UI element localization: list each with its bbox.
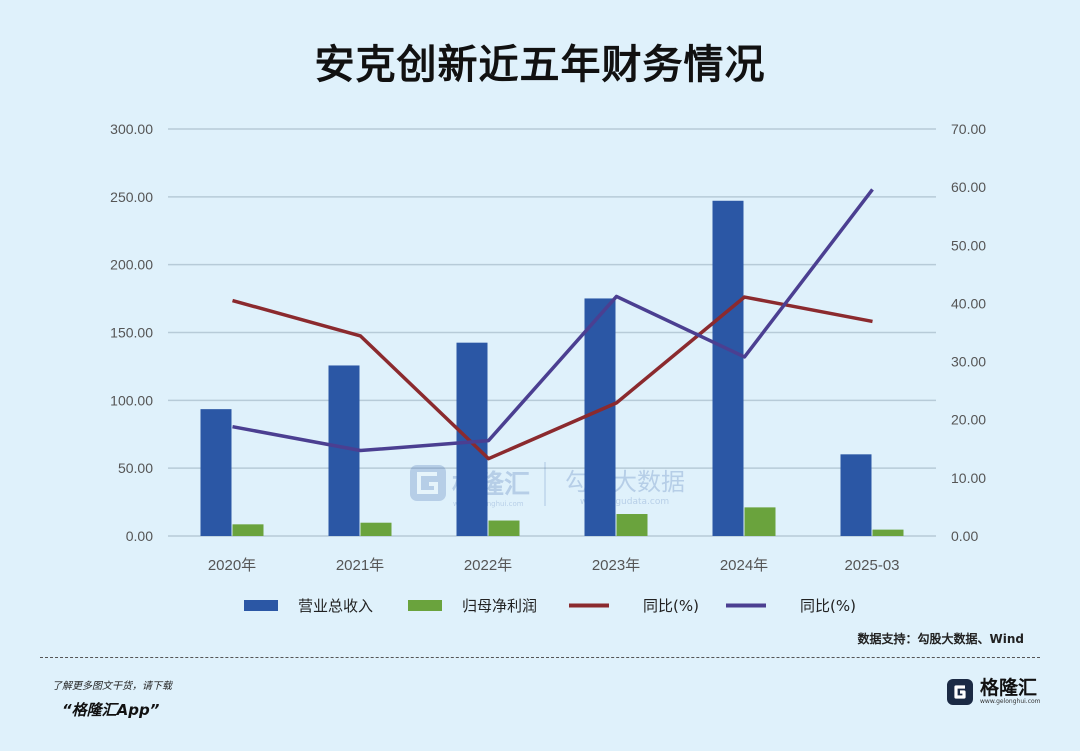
- watermark-name2: 勾股大数据: [565, 468, 685, 496]
- right-tick-label: 30.00: [951, 354, 986, 370]
- legend-label: 营业总收入: [298, 597, 373, 615]
- profit-bar: [232, 524, 264, 536]
- profit-bar: [872, 529, 904, 536]
- revenue-bar: [712, 200, 744, 536]
- profit-bar: [744, 507, 776, 536]
- left-tick-label: 250.00: [110, 189, 153, 205]
- brand-g-icon: [947, 679, 973, 705]
- promo-app-name: “格隆汇App”: [62, 701, 160, 719]
- revenue-bar: [584, 298, 616, 536]
- revenue-bar: [840, 454, 872, 536]
- revenue-bar: [200, 409, 232, 536]
- watermark-g-icon-stroke: [417, 472, 438, 494]
- brand-url: www.gelonghui.com: [980, 698, 1041, 705]
- yoy-line-red: [232, 295, 873, 461]
- right-tick-label: 10.00: [951, 470, 986, 486]
- brand-name: 格隆汇: [980, 677, 1038, 699]
- left-tick-label: 100.00: [110, 392, 153, 408]
- x-tick-label: 2022年: [464, 557, 512, 574]
- legend-swatch: [244, 600, 278, 611]
- chart-title: 安克创新近五年财务情况: [314, 42, 766, 88]
- yoy-line-purple: [232, 188, 874, 453]
- x-tick-label: 2024年: [720, 557, 768, 574]
- left-tick-label: 50.00: [118, 460, 153, 476]
- right-tick-label: 50.00: [951, 237, 986, 253]
- left-tick-label: 0.00: [126, 528, 153, 544]
- right-tick-label: 20.00: [951, 412, 986, 428]
- x-tick-label: 2021年: [336, 557, 384, 574]
- watermark-g-icon: [410, 465, 446, 501]
- profit-bar: [488, 520, 520, 536]
- promo-text: 了解更多图文干货，请下载: [52, 681, 172, 692]
- divider: [40, 657, 1040, 658]
- left-tick-label: 200.00: [110, 257, 153, 273]
- x-tick-label: 2020年: [208, 557, 256, 574]
- x-tick-label: 2025-03: [844, 557, 899, 574]
- chart-svg: 0.00 50.00 100.00 150.00 200.00 250.00 300.00 0…: [110, 121, 986, 615]
- watermark-sub2: www.gogudata.com: [580, 497, 669, 507]
- profit-bar: [616, 514, 648, 536]
- legend-label: 同比(%): [643, 597, 699, 615]
- left-tick-label: 150.00: [110, 325, 153, 341]
- right-tick-label: 70.00: [951, 121, 986, 137]
- legend-swatch: [408, 600, 442, 611]
- profit-bar: [360, 522, 392, 536]
- right-tick-label: 60.00: [951, 179, 986, 195]
- brand-logo: 格隆汇 www.gelonghui.com: [946, 678, 1041, 706]
- revenue-bar: [456, 342, 488, 536]
- left-tick-label: 300.00: [110, 121, 153, 137]
- x-tick-label: 2023年: [592, 557, 640, 574]
- legend-label: 同比(%): [800, 597, 856, 615]
- legend-label: 归母净利润: [462, 597, 537, 615]
- watermark-sub: www.gelonghui.com: [453, 500, 524, 508]
- right-tick-label: 0.00: [951, 528, 978, 544]
- source-note: 数据支持：勾股大数据、Wind: [857, 632, 1024, 646]
- right-tick-label: 40.00: [951, 295, 986, 311]
